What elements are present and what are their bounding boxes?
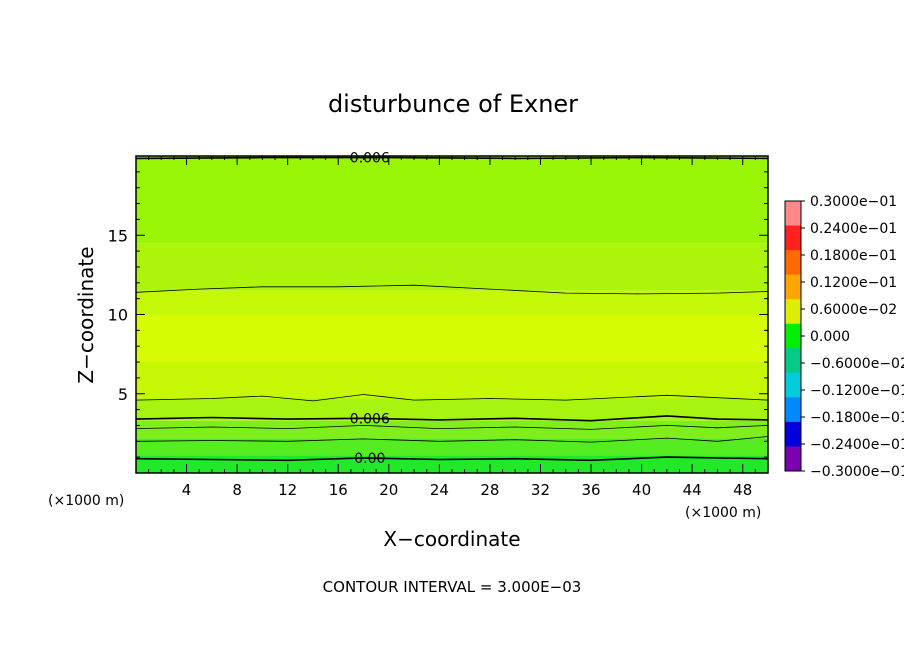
contour-line-1 [135, 436, 769, 443]
fill-band-4 [136, 362, 768, 399]
x-tick-label: 40 [632, 481, 651, 499]
x-tick-label: 16 [329, 481, 348, 499]
x-tick-label: 8 [232, 481, 242, 499]
contour-labels: 0.00 0.006 0.006 [350, 151, 390, 467]
contour-label-3: 0.006 [350, 411, 390, 427]
x-tick-label: 44 [683, 481, 702, 499]
x-tick-label: 20 [379, 481, 398, 499]
colorbar-swatch-6 [785, 348, 801, 374]
x-tick-label: 48 [733, 481, 752, 499]
colorbar-swatch-8 [785, 397, 801, 423]
fill-band-8 [136, 156, 768, 244]
colorbar-label-4: 0.6000e−02 [810, 302, 897, 318]
colorbar-swatch-0 [785, 201, 801, 227]
contour-interval-footer: CONTOUR INTERVAL = 3.000E−03 [323, 578, 582, 596]
x-tick-label: 36 [581, 481, 600, 499]
x-unit-right: (×1000 m) [685, 505, 761, 521]
fill-band-2 [136, 420, 768, 439]
contour-line-3 [135, 415, 769, 422]
colorbar-label-6: −0.6000e−02 [810, 356, 904, 372]
colorbar-label-2: 0.1800e−01 [810, 248, 897, 264]
x-tick-label: 28 [480, 481, 499, 499]
x-tick-label: 32 [531, 481, 550, 499]
contour-line-4 [135, 394, 769, 402]
y-tick-label: 15 [108, 226, 128, 245]
x-tick-label: 4 [182, 481, 192, 499]
colorbar-swatch-1 [785, 225, 801, 251]
contour-line-5 [135, 284, 769, 295]
x-tick-label: 24 [430, 481, 449, 499]
colorbar-swatch-10 [785, 446, 801, 472]
colorbar: 0.3000e−01 0.2400e−01 0.1800e−01 0.1200e−01… [784, 194, 904, 480]
colorbar-swatch-3 [785, 274, 801, 300]
fill-bands [136, 156, 768, 473]
y-tick-label: 5 [118, 385, 128, 404]
contour-line-2 [135, 424, 769, 430]
y-tick-label: 10 [108, 306, 128, 325]
x-tick-marks: 4 8 12 16 20 24 28 32 36 40 44 48 [148, 156, 756, 499]
colorbar-swatch-5 [785, 323, 801, 349]
chart-title: disturbunce of Exner [328, 90, 578, 118]
y-axis-label: Z−coordinate [74, 246, 98, 383]
contour-label-6: 0.006 [350, 151, 390, 167]
colorbar-label-9: −0.2400e−01 [810, 437, 904, 453]
colorbar-label-8: −0.1800e−01 [810, 410, 904, 426]
x-unit-left: (×1000 m) [48, 493, 124, 509]
colorbar-swatch-4 [785, 299, 801, 325]
colorbar-swatch-7 [785, 372, 801, 398]
colorbar-swatch-9 [785, 421, 801, 447]
fill-band-1 [136, 438, 768, 456]
colorbar-label-0: 0.3000e−01 [810, 194, 897, 210]
fill-band-5 [136, 314, 768, 363]
colorbar-label-5: 0.000 [810, 329, 850, 345]
colorbar-label-7: −0.1200e−01 [810, 383, 904, 399]
contour-label-0: 0.00 [354, 451, 385, 467]
fill-band-3 [136, 398, 768, 421]
y-tick-marks: 5 10 15 [108, 171, 768, 458]
colorbar-label-3: 0.1200e−01 [810, 275, 897, 291]
x-axis-label: X−coordinate [383, 527, 520, 551]
fill-band-6 [136, 290, 768, 315]
colorbar-label-10: −0.3000e−01 [810, 464, 904, 480]
contour-line-0 [135, 456, 769, 462]
fill-band-7 [136, 243, 768, 291]
colorbar-swatch-2 [785, 250, 801, 276]
x-tick-label: 12 [278, 481, 297, 499]
colorbar-label-1: 0.2400e−01 [810, 221, 897, 237]
